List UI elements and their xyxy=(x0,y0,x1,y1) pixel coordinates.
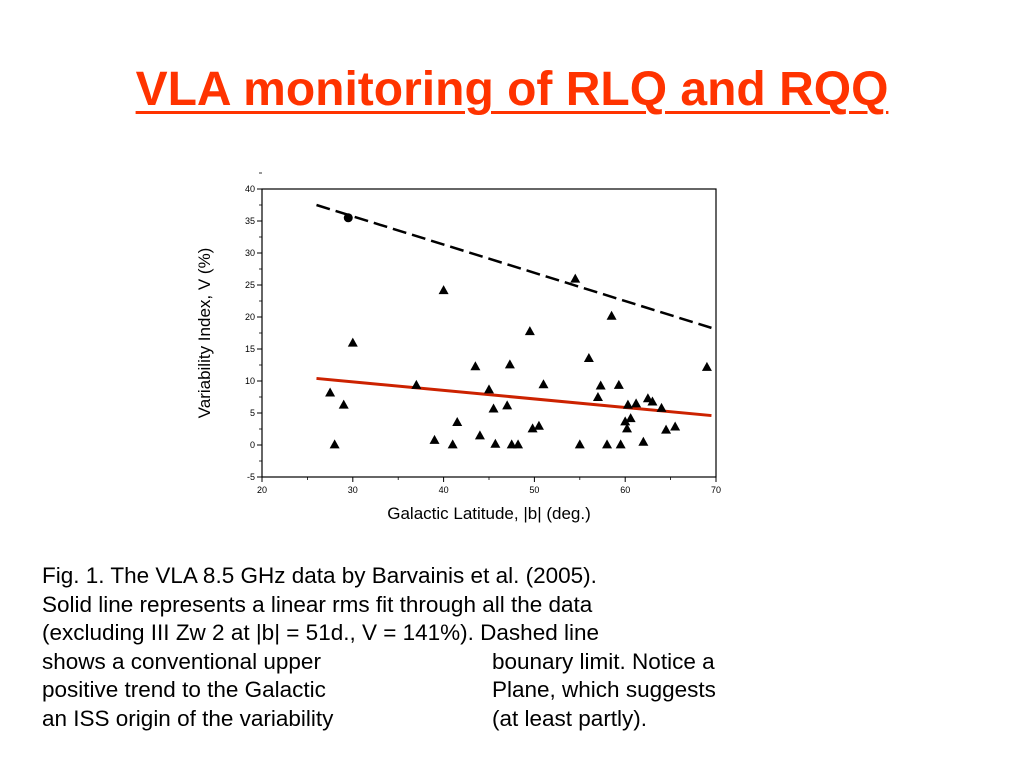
chart-figure: -5 0 5 10 15 20 25 30 35 40 20 30 40 50 60 70 Galactic L… xyxy=(168,158,784,536)
caption-line: Fig. 1. The VLA 8.5 GHz data by Barvaini… xyxy=(42,563,597,588)
data-point xyxy=(325,387,336,397)
slide-title: VLA monitoring of RLQ and RQQ xyxy=(135,63,889,116)
caption-row: shows a conventional upper bounary limit… xyxy=(42,648,982,677)
x-axis-label: Galactic Latitude, |b| (deg.) xyxy=(387,504,591,523)
data-point xyxy=(447,439,458,449)
data-point xyxy=(602,439,613,449)
y-tick-label: 25 xyxy=(245,280,255,290)
data-point xyxy=(513,439,524,449)
y-tick-label: 30 xyxy=(245,248,255,258)
data-point xyxy=(490,438,501,448)
x-tick-label: 60 xyxy=(620,485,630,495)
x-tick-label: 40 xyxy=(439,485,449,495)
data-point xyxy=(625,413,636,423)
caption-left: shows a conventional upper xyxy=(42,648,321,674)
x-tick-label: 70 xyxy=(711,485,721,495)
y-tick-label: 0 xyxy=(250,440,255,450)
caption-right: bounary limit. Notice a xyxy=(492,648,715,674)
data-point xyxy=(488,403,499,413)
data-point xyxy=(595,380,606,390)
rms-fit-line xyxy=(316,376,712,418)
caption-left: positive trend to the Galactic xyxy=(42,677,326,702)
data-point xyxy=(592,392,603,401)
caption-row: an ISS origin of the variability (at lea… xyxy=(42,705,982,734)
data-point xyxy=(343,213,353,223)
data-point xyxy=(338,399,349,409)
data-point xyxy=(347,337,358,347)
data-point xyxy=(504,359,515,369)
data-point xyxy=(538,379,549,389)
data-point xyxy=(661,424,672,434)
data-point xyxy=(429,434,440,444)
data-point xyxy=(622,399,633,409)
data-point xyxy=(631,398,642,408)
x-tick-label: 50 xyxy=(529,485,539,495)
data-point xyxy=(329,439,340,449)
data-point xyxy=(474,430,485,440)
y-tick-label: 20 xyxy=(245,312,255,322)
y-tick-label: 40 xyxy=(245,184,255,194)
caption-right: Plane, which suggests xyxy=(492,677,716,702)
caption-right: (at least partly). xyxy=(492,705,648,731)
scatter-chart: -5 0 5 10 15 20 25 30 35 40 20 30 40 50 60 70 Galactic L… xyxy=(195,172,721,523)
data-point xyxy=(484,384,494,394)
data-point xyxy=(642,393,653,403)
data-point xyxy=(701,361,712,371)
y-tick-label: 35 xyxy=(245,216,255,226)
x-tick-label: 20 xyxy=(257,485,267,495)
data-point xyxy=(622,423,633,433)
data-point xyxy=(613,379,624,389)
data-point xyxy=(638,436,649,446)
figure-caption: Fig. 1. The VLA 8.5 GHz data by Barvaini… xyxy=(42,562,982,733)
data-point xyxy=(570,273,581,283)
data-point xyxy=(438,285,449,295)
data-point xyxy=(524,326,535,336)
y-tick-label: -5 xyxy=(247,472,255,482)
data-point xyxy=(533,420,544,430)
data-point xyxy=(470,361,481,371)
data-point xyxy=(615,439,626,449)
data-point xyxy=(452,416,463,426)
data-point xyxy=(606,310,617,320)
caption-left: an ISS origin of the variability xyxy=(42,705,334,731)
data-point xyxy=(574,439,585,449)
y-tick-label: 15 xyxy=(245,344,255,354)
y-tick-label: 5 xyxy=(250,408,255,418)
data-point xyxy=(583,352,594,362)
data-point xyxy=(502,400,513,410)
y-axis-label: Variability Index, V (%) xyxy=(195,248,214,419)
data-point xyxy=(647,396,658,406)
upper-limit-dashed-line xyxy=(316,203,712,330)
caption-line: (excluding III Zw 2 at |b| = 51d., V = 1… xyxy=(42,620,599,645)
caption-row: positive trend to the Galactic Plane, wh… xyxy=(42,676,982,705)
data-point xyxy=(656,402,667,412)
data-point xyxy=(506,439,517,449)
x-tick-label: 30 xyxy=(348,485,358,495)
data-point xyxy=(411,379,422,389)
caption-line: Solid line represents a linear rms fit t… xyxy=(42,591,593,617)
data-point xyxy=(670,421,681,431)
y-tick-label: 10 xyxy=(245,376,255,386)
data-point xyxy=(620,416,631,426)
data-point xyxy=(527,423,538,433)
plot-frame xyxy=(261,188,717,478)
